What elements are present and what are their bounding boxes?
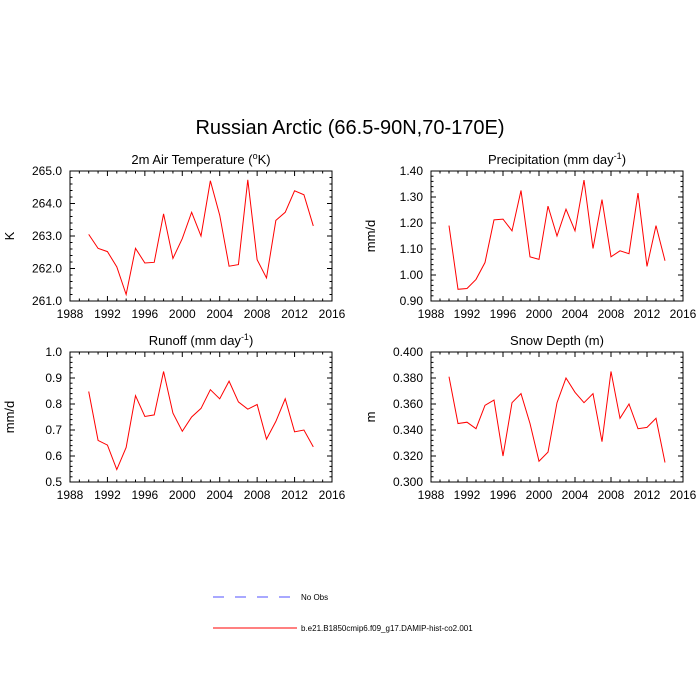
series-line-0 bbox=[448, 180, 666, 290]
panel-title-text: Snow Depth (m) bbox=[510, 333, 604, 348]
panel-title-text: Precipitation (mm day bbox=[488, 152, 614, 167]
y-tick-label: 0.6 bbox=[45, 449, 62, 463]
chart-panel-0: 2m Air Temperature (oK) K 1988 1992 1996 2000… bbox=[2, 151, 346, 321]
x-tick-label: 2016 bbox=[670, 307, 697, 321]
x-tick-label: 2000 bbox=[169, 307, 196, 321]
x-tick-label: 2016 bbox=[670, 488, 697, 502]
y-tick-label: 263.0 bbox=[32, 229, 62, 243]
panel-title-text: Runoff (mm day bbox=[149, 333, 242, 348]
y-tick-label: 0.7 bbox=[45, 423, 62, 437]
x-tick-label: 1996 bbox=[132, 307, 159, 321]
x-tick-label: 1988 bbox=[57, 307, 84, 321]
panel-title-superscript: o bbox=[253, 151, 258, 161]
y-tick-label: 0.340 bbox=[393, 423, 423, 437]
x-tick-label: 2008 bbox=[598, 488, 625, 502]
y-tick-label: 0.320 bbox=[393, 449, 423, 463]
panel-title-superscript: -1 bbox=[241, 332, 249, 342]
y-tick-label: 1.10 bbox=[400, 242, 424, 256]
x-tick-label: 1992 bbox=[94, 307, 121, 321]
x-tick-label: 1996 bbox=[490, 307, 517, 321]
y-tick-label: 265.0 bbox=[32, 164, 62, 178]
y-tick-label: 261.0 bbox=[32, 294, 62, 308]
y-tick-label: 1.0 bbox=[45, 345, 62, 359]
x-tick-label: 2012 bbox=[281, 488, 308, 502]
panel-title-superscript: -1 bbox=[614, 151, 622, 161]
y-tick-label: 1.20 bbox=[400, 216, 424, 230]
y-tick-label: 262.0 bbox=[32, 262, 62, 276]
series-line-0 bbox=[448, 371, 666, 463]
x-tick-label: 1992 bbox=[94, 488, 121, 502]
legend: No Obs b.e21.B1850cmip6.f09_g17.DAMIP-hi… bbox=[213, 593, 473, 633]
y-tick-label: 0.90 bbox=[400, 294, 424, 308]
panel-title: Runoff (mm day-1) bbox=[149, 332, 254, 348]
panel-title: Snow Depth (m) bbox=[510, 333, 604, 348]
x-tick-label: 2004 bbox=[562, 307, 589, 321]
x-tick-label: 1988 bbox=[418, 488, 445, 502]
plot-frame bbox=[430, 351, 684, 483]
x-tick-label: 2008 bbox=[598, 307, 625, 321]
chart-panel-3: Snow Depth (m) m 1988 1992 1996 2000 2004 2008 2… bbox=[363, 333, 697, 502]
x-tick-label: 2004 bbox=[562, 488, 589, 502]
x-tick-label: 1996 bbox=[132, 488, 159, 502]
y-axis-label: K bbox=[2, 231, 17, 240]
x-tick-label: 2016 bbox=[319, 307, 346, 321]
x-tick-label: 2000 bbox=[169, 488, 196, 502]
legend-label-no-obs: No Obs bbox=[301, 593, 328, 602]
series-line-0 bbox=[88, 371, 314, 471]
x-tick-label: 1992 bbox=[454, 307, 481, 321]
x-tick-label: 2008 bbox=[244, 307, 271, 321]
x-tick-label: 2004 bbox=[206, 488, 233, 502]
y-tick-label: 0.360 bbox=[393, 397, 423, 411]
x-tick-label: 2012 bbox=[634, 307, 661, 321]
y-tick-label: 1.40 bbox=[400, 164, 424, 178]
x-tick-label: 2000 bbox=[526, 488, 553, 502]
y-axis-label: m bbox=[363, 412, 378, 423]
figure-title: Russian Arctic (66.5-90N,70-170E) bbox=[195, 117, 504, 139]
legend-label-model: b.e21.B1850cmip6.f09_g17.DAMIP-hist-co2.… bbox=[301, 624, 473, 633]
y-tick-label: 0.5 bbox=[45, 475, 62, 489]
y-tick-label: 0.400 bbox=[393, 345, 423, 359]
x-tick-label: 2004 bbox=[206, 307, 233, 321]
chart-panel-2: Runoff (mm day-1) mm/d 1988 1992 1996 2000 200… bbox=[2, 332, 346, 502]
chart-panel-1: Precipitation (mm day-1) mm/d 1988 1992 1996… bbox=[363, 151, 697, 321]
panel-title: Precipitation (mm day-1) bbox=[488, 151, 626, 167]
x-tick-label: 1996 bbox=[490, 488, 517, 502]
panel-title-tail: ) bbox=[622, 152, 626, 167]
series-line-0 bbox=[88, 179, 314, 297]
x-tick-label: 1992 bbox=[454, 488, 481, 502]
x-tick-label: 2000 bbox=[526, 307, 553, 321]
y-tick-label: 0.380 bbox=[393, 371, 423, 385]
x-tick-label: 2012 bbox=[634, 488, 661, 502]
y-tick-label: 0.300 bbox=[393, 475, 423, 489]
y-tick-label: 1.00 bbox=[400, 268, 424, 282]
panel-title-tail: K) bbox=[258, 152, 271, 167]
y-axis-label: mm/d bbox=[2, 401, 17, 434]
y-tick-label: 0.9 bbox=[45, 371, 62, 385]
panel-title-text: 2m Air Temperature ( bbox=[131, 152, 253, 167]
panel-title: 2m Air Temperature (oK) bbox=[131, 151, 270, 167]
x-tick-label: 2008 bbox=[244, 488, 271, 502]
y-tick-label: 0.8 bbox=[45, 397, 62, 411]
x-tick-label: 1988 bbox=[57, 488, 84, 502]
panel-title-tail: ) bbox=[249, 333, 253, 348]
y-tick-label: 264.0 bbox=[32, 197, 62, 211]
panels: 2m Air Temperature (oK) K 1988 1992 1996 2000… bbox=[2, 151, 697, 502]
x-tick-label: 2016 bbox=[319, 488, 346, 502]
y-axis-label: mm/d bbox=[363, 220, 378, 253]
x-tick-label: 1988 bbox=[418, 307, 445, 321]
x-tick-label: 2012 bbox=[281, 307, 308, 321]
plot-frame bbox=[69, 351, 333, 483]
y-tick-label: 1.30 bbox=[400, 190, 424, 204]
